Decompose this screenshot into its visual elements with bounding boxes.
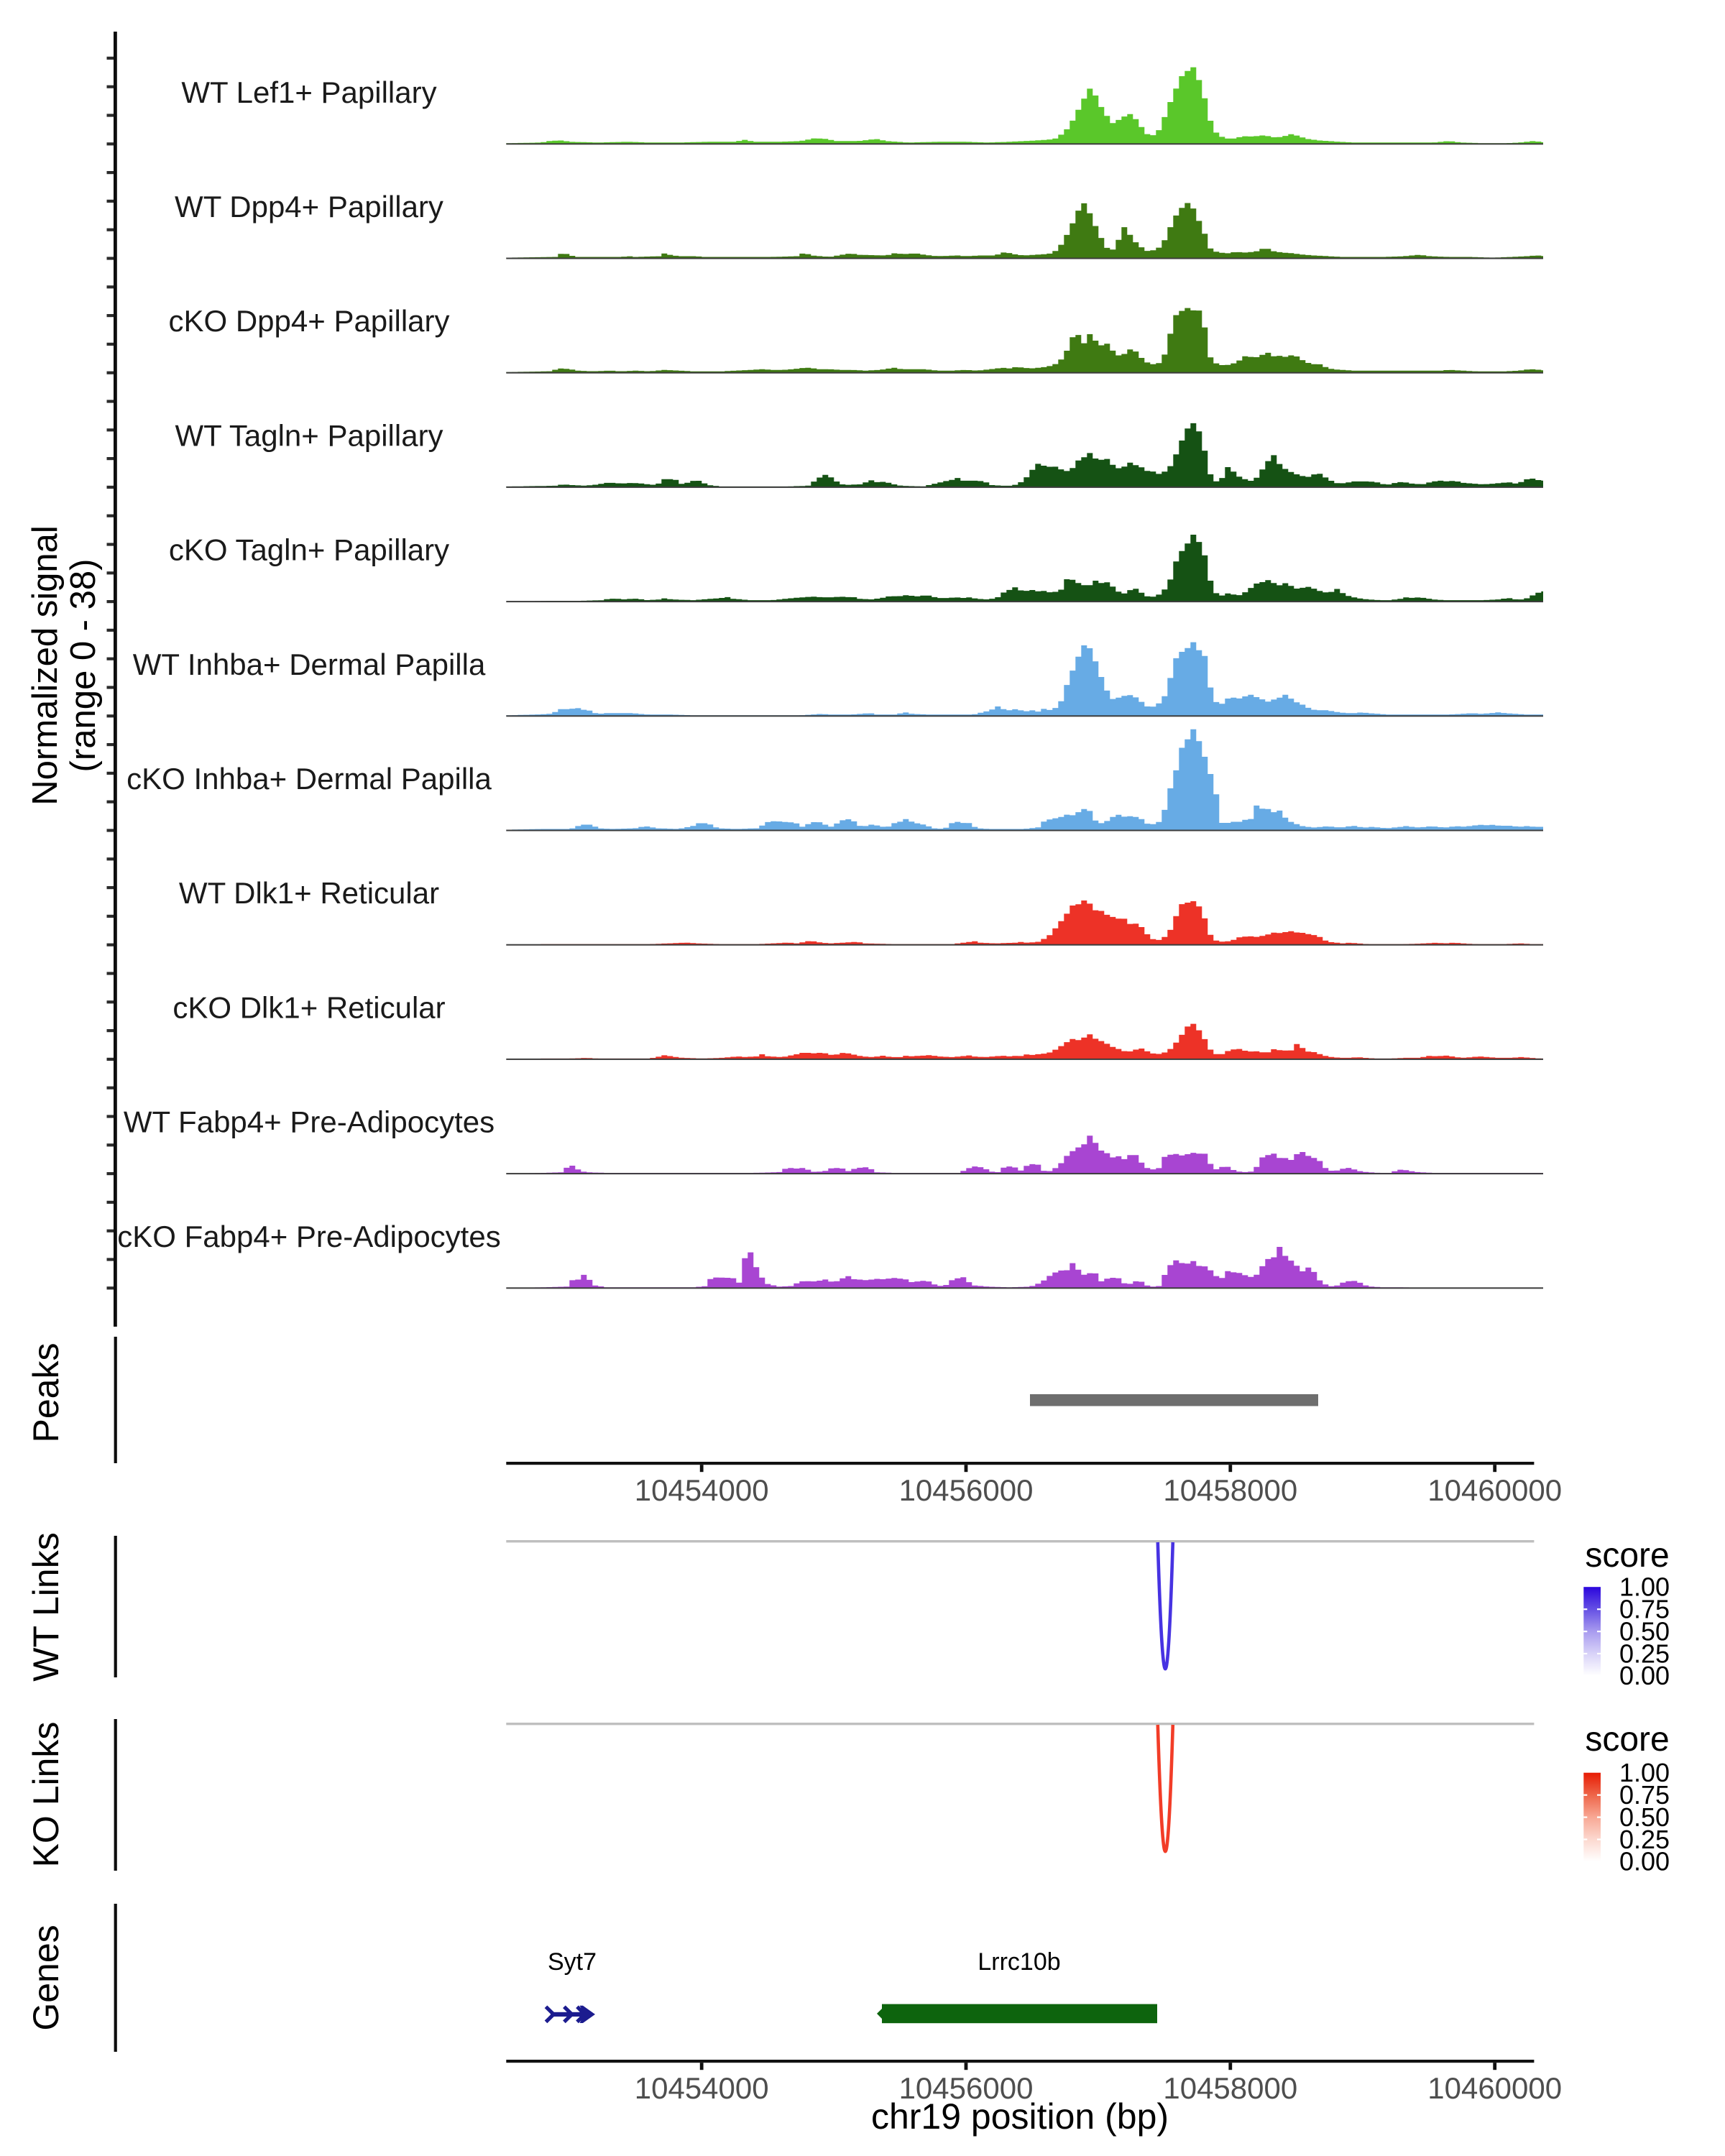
svg-text:WT Links: WT Links: [26, 1532, 66, 1681]
svg-text:(range 0 - 38): (range 0 - 38): [64, 559, 103, 773]
svg-text:0.25: 0.25: [1619, 1825, 1670, 1854]
svg-text:10458000: 10458000: [1163, 1473, 1297, 1507]
svg-text:0.75: 0.75: [1619, 1595, 1670, 1624]
svg-text:WT Fabp4+ Pre-Adipocytes: WT Fabp4+ Pre-Adipocytes: [124, 1105, 494, 1139]
svg-text:WT Tagln+ Papillary: WT Tagln+ Papillary: [175, 418, 443, 452]
svg-text:1.00: 1.00: [1619, 1758, 1670, 1787]
svg-text:10458000: 10458000: [1163, 2071, 1297, 2105]
svg-text:10460000: 10460000: [1427, 1473, 1562, 1507]
svg-text:Syt7: Syt7: [548, 1948, 597, 1976]
svg-text:Lrrc10b: Lrrc10b: [978, 1948, 1060, 1976]
svg-text:Normalized signal: Normalized signal: [26, 525, 65, 805]
svg-text:10454000: 10454000: [635, 1473, 769, 1507]
svg-text:WT Lef1+ Papillary: WT Lef1+ Papillary: [181, 75, 436, 109]
svg-text:Genes: Genes: [26, 1925, 66, 2030]
svg-text:10454000: 10454000: [635, 2071, 769, 2105]
svg-text:WT Dlk1+ Reticular: WT Dlk1+ Reticular: [179, 876, 439, 910]
svg-text:WT Dpp4+ Papillary: WT Dpp4+ Papillary: [175, 190, 443, 224]
svg-text:0.75: 0.75: [1619, 1780, 1670, 1810]
svg-text:0.00: 0.00: [1619, 1847, 1670, 1876]
svg-text:0.50: 0.50: [1619, 1802, 1670, 1832]
svg-text:cKO Fabp4+ Pre-Adipocytes: cKO Fabp4+ Pre-Adipocytes: [117, 1220, 500, 1253]
svg-text:score: score: [1585, 1537, 1669, 1575]
svg-text:10460000: 10460000: [1427, 2071, 1562, 2105]
svg-text:cKO Tagln+ Papillary: cKO Tagln+ Papillary: [169, 533, 449, 567]
svg-text:score: score: [1585, 1720, 1669, 1759]
svg-text:chr19 position (bp): chr19 position (bp): [871, 2096, 1169, 2137]
svg-text:cKO Dlk1+ Reticular: cKO Dlk1+ Reticular: [172, 990, 445, 1024]
svg-text:cKO Dpp4+ Papillary: cKO Dpp4+ Papillary: [168, 304, 449, 338]
svg-text:1.00: 1.00: [1619, 1572, 1670, 1602]
svg-text:0.00: 0.00: [1619, 1661, 1670, 1690]
svg-text:0.50: 0.50: [1619, 1616, 1670, 1646]
svg-text:0.25: 0.25: [1619, 1639, 1670, 1668]
svg-text:cKO Inhba+ Dermal Papilla: cKO Inhba+ Dermal Papilla: [126, 762, 492, 796]
svg-text:KO Links: KO Links: [26, 1722, 66, 1868]
svg-text:WT Inhba+ Dermal Papilla: WT Inhba+ Dermal Papilla: [133, 648, 486, 681]
svg-text:10456000: 10456000: [899, 2071, 1034, 2105]
svg-text:Peaks: Peaks: [26, 1343, 66, 1443]
svg-text:10456000: 10456000: [899, 1473, 1034, 1507]
